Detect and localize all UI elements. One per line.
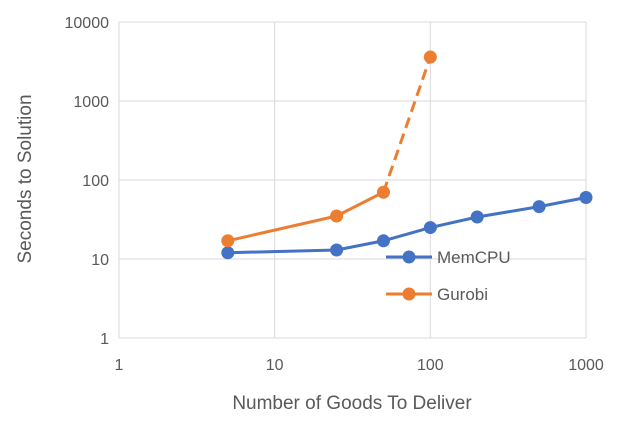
y-tick-label: 10 (91, 252, 109, 269)
gridlines (118, 21, 587, 339)
data-point-memcpu (221, 246, 235, 260)
y-tick-label: 10000 (65, 15, 110, 32)
series-memcpu (221, 191, 593, 260)
y-tick-label: 1000 (73, 94, 109, 111)
legend-label-gurobi: Gurobi (437, 285, 488, 304)
legend-marker-memcpu (402, 250, 416, 264)
y-tick-label: 100 (82, 173, 109, 190)
legend-label-memcpu: MemCPU (437, 248, 511, 267)
data-point-gurobi (221, 234, 235, 248)
data-point-memcpu (330, 243, 344, 257)
data-point-gurobi (330, 209, 344, 223)
x-tick-label: 100 (417, 357, 444, 374)
series-gurobi (221, 50, 437, 248)
x-axis-title: Number of Goods To Deliver (232, 393, 472, 414)
legend-item-memcpu: MemCPU (386, 248, 511, 267)
series-dashed-segment-gurobi (382, 56, 432, 193)
series-line-gurobi (227, 190, 385, 243)
y-tick-label: 1 (100, 331, 109, 348)
x-tick-label: 1 (115, 357, 124, 374)
data-point-memcpu (470, 210, 484, 224)
series-line-memcpu (227, 196, 587, 255)
data-point-memcpu (579, 191, 593, 205)
data-point-memcpu (376, 234, 390, 248)
data-point-gurobi (423, 50, 437, 64)
legend-marker-gurobi (402, 287, 416, 301)
x-tick-label: 1000 (568, 357, 604, 374)
x-axis-ticks: 1 10 100 1000 (115, 357, 604, 374)
data-point-memcpu (532, 200, 546, 214)
data-point-gurobi (376, 185, 390, 199)
y-axis-title: Seconds to Solution (15, 94, 36, 263)
legend-item-gurobi: Gurobi (386, 285, 488, 304)
series-layer (221, 50, 593, 260)
y-axis-ticks: 1 10 100 1000 10000 (65, 15, 110, 348)
x-tick-label: 10 (266, 357, 284, 374)
data-point-memcpu (423, 221, 437, 235)
legend: MemCPU Gurobi (386, 248, 511, 304)
